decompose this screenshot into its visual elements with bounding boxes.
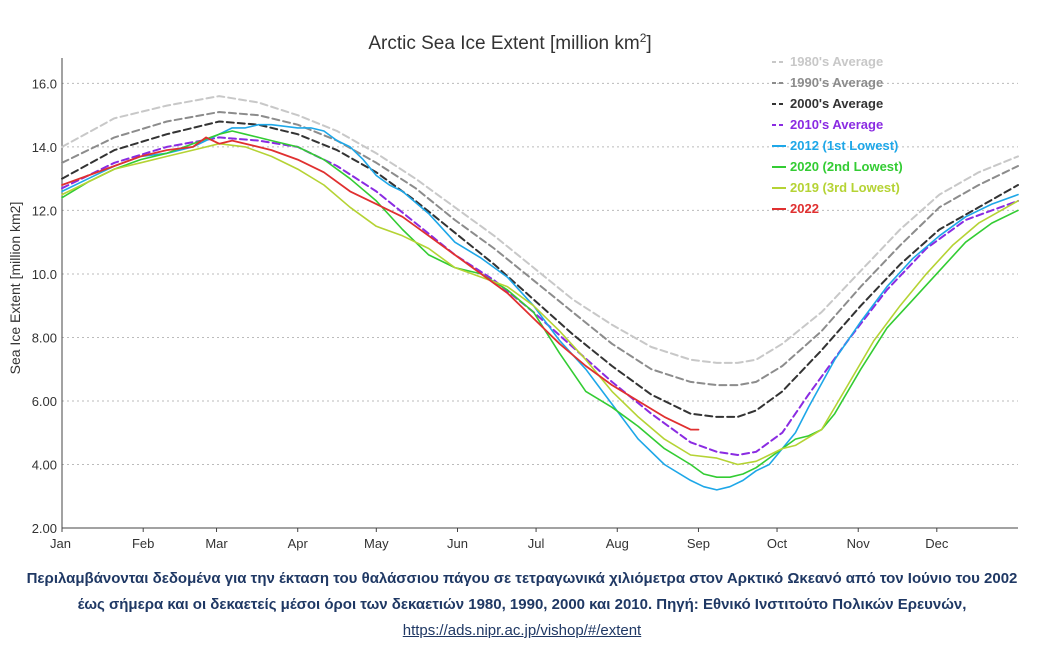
chart-title-superscript: 2 — [640, 31, 647, 45]
y-tick-label: 16.0 — [32, 76, 57, 91]
y-tick-label: 2.00 — [32, 521, 57, 536]
x-tick-label: Nov — [847, 536, 871, 551]
legend-label-3: 2010's Average — [790, 117, 883, 132]
series-line-5 — [61, 130, 1019, 479]
y-tick-label: 4.00 — [32, 457, 57, 472]
y-tick-label: 10.0 — [32, 267, 57, 282]
legend-label-4: 2012 (1st Lowest) — [790, 138, 898, 153]
y-tick-label: 12.0 — [32, 203, 57, 218]
series-line-1 — [61, 111, 1019, 387]
y-axis-label: Sea Ice Extent [million km2] — [7, 202, 23, 375]
series-line-2 — [61, 120, 1019, 418]
chart-title: Arctic Sea Ice Extent [million km2] — [368, 31, 651, 54]
axes — [61, 58, 1018, 532]
series-line-0 — [61, 95, 1019, 364]
x-tick-label: Mar — [205, 536, 228, 551]
chart-title-end: ] — [646, 33, 651, 54]
y-tick-labels: 2.00 4.00 6.00 8.00 10.0 12.0 14.0 16.0 — [32, 76, 57, 536]
legend: 1980's Average 1990's Average 2000's Avera… — [772, 54, 903, 216]
x-tick-label: Oct — [767, 536, 788, 551]
x-tick-label: Jan — [50, 536, 71, 551]
x-tick-label: Dec — [925, 536, 949, 551]
source-link[interactable]: https://ads.nipr.ac.jp/vishop/#/extent — [402, 622, 642, 639]
x-tick-label: Feb — [132, 536, 154, 551]
series-line-4 — [61, 123, 1019, 491]
chart-title-main: Arctic Sea Ice Extent [million km — [368, 33, 639, 54]
y-tick-label: 6.00 — [32, 394, 57, 409]
series-lines — [61, 95, 1019, 491]
series-line-7 — [61, 136, 700, 431]
legend-label-2: 2000's Average — [790, 96, 883, 111]
y-tick-label: 14.0 — [32, 140, 57, 155]
x-tick-label: Apr — [288, 536, 309, 551]
sea-ice-chart: Arctic Sea Ice Extent [million km2] Sea … — [7, 31, 1019, 551]
legend-label-5: 2020 (2nd Lowest) — [790, 159, 903, 174]
x-tick-label: Jul — [528, 536, 545, 551]
x-tick-label: May — [364, 536, 389, 551]
legend-label-1: 1990's Average — [790, 75, 883, 90]
y-tick-label: 8.00 — [32, 330, 57, 345]
legend-label-6: 2019 (3rd Lowest) — [790, 180, 900, 195]
series-line-6 — [61, 142, 1019, 466]
legend-label-7: 2022 — [790, 201, 819, 216]
legend-label-0: 1980's Average — [790, 54, 883, 69]
x-tick-labels: Jan Feb Mar Apr May Jun Jul Aug Sep Oct Nov Dec — [50, 536, 949, 551]
figure-caption: Περιλαμβάνονται δεδομένα για την έκταση … — [20, 566, 1024, 644]
x-tick-label: Aug — [606, 536, 629, 551]
caption-text: Περιλαμβάνονται δεδομένα για την έκταση … — [26, 570, 1018, 613]
x-tick-label: Sep — [687, 536, 710, 551]
x-tick-label: Jun — [447, 536, 468, 551]
